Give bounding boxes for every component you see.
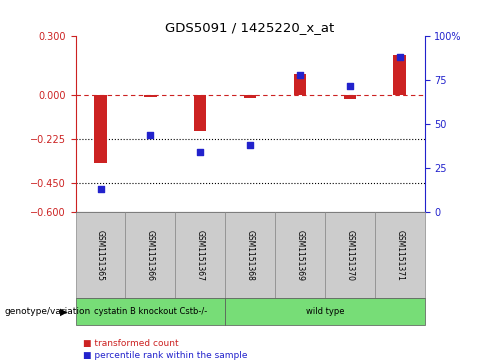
- Text: GSM1151371: GSM1151371: [395, 229, 404, 281]
- Text: GSM1151369: GSM1151369: [295, 229, 305, 281]
- Point: [196, 150, 204, 155]
- Title: GDS5091 / 1425220_x_at: GDS5091 / 1425220_x_at: [165, 21, 335, 34]
- Text: wild type: wild type: [305, 307, 344, 316]
- Text: GSM1151366: GSM1151366: [146, 229, 155, 281]
- Text: GSM1151365: GSM1151365: [96, 229, 105, 281]
- Text: genotype/variation: genotype/variation: [5, 307, 91, 316]
- Bar: [294, 74, 306, 95]
- Text: ■ percentile rank within the sample: ■ percentile rank within the sample: [83, 351, 247, 360]
- Point: [97, 187, 104, 192]
- Point: [146, 132, 154, 138]
- Bar: [94, 95, 107, 163]
- Bar: [393, 55, 406, 95]
- Point: [396, 54, 404, 60]
- Point: [246, 143, 254, 148]
- Bar: [344, 95, 356, 99]
- Text: ▶: ▶: [60, 306, 67, 316]
- Bar: [194, 95, 206, 131]
- Text: cystatin B knockout Cstb-/-: cystatin B knockout Cstb-/-: [94, 307, 207, 316]
- Point: [346, 83, 354, 89]
- Text: ■ transformed count: ■ transformed count: [83, 339, 179, 347]
- Text: GSM1151367: GSM1151367: [196, 229, 205, 281]
- Point: [296, 72, 304, 78]
- Text: GSM1151368: GSM1151368: [245, 229, 255, 281]
- Bar: [244, 95, 256, 98]
- Bar: [144, 95, 157, 97]
- Text: GSM1151370: GSM1151370: [346, 229, 354, 281]
